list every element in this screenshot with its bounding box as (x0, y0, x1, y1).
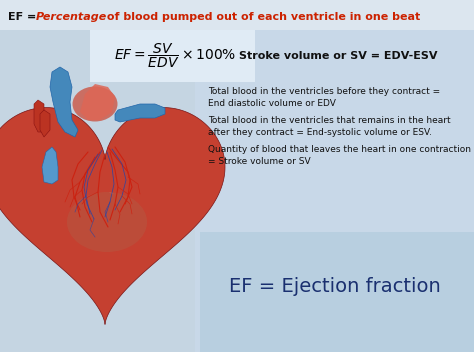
Text: End diastolic volume or EDV: End diastolic volume or EDV (208, 99, 336, 108)
Polygon shape (115, 104, 165, 122)
Polygon shape (42, 147, 58, 184)
Polygon shape (80, 84, 115, 120)
Bar (195, 0, 474, 352)
Polygon shape (40, 110, 50, 137)
Text: of blood pumped out of each ventricle in one beat: of blood pumped out of each ventricle in… (103, 12, 420, 22)
Text: $EF = \dfrac{SV}{EDV} \times 100\%$: $EF = \dfrac{SV}{EDV} \times 100\%$ (114, 42, 236, 70)
Text: Quantity of blood that leaves the heart in one contraction: Quantity of blood that leaves the heart … (208, 145, 471, 154)
Text: Total blood in the ventricles before they contract =: Total blood in the ventricles before the… (208, 87, 440, 96)
Ellipse shape (67, 192, 147, 252)
Text: Total blood in the ventricles that remains in the heart: Total blood in the ventricles that remai… (208, 116, 451, 125)
Text: Stroke volume or SV = EDV-ESV: Stroke volume or SV = EDV-ESV (239, 51, 437, 61)
Text: EF =: EF = (8, 12, 40, 22)
Ellipse shape (73, 87, 118, 121)
Polygon shape (109, 192, 113, 194)
Polygon shape (50, 67, 78, 137)
Text: = Stroke volume or SV: = Stroke volume or SV (208, 157, 310, 166)
Bar (200, 232, 474, 352)
Polygon shape (0, 108, 225, 325)
Polygon shape (34, 100, 44, 132)
Text: EF = Ejection fraction: EF = Ejection fraction (229, 277, 441, 296)
Bar (0, 0, 474, 30)
Text: Percentage: Percentage (36, 12, 107, 22)
Text: after they contract = End-systolic volume or ESV.: after they contract = End-systolic volum… (208, 128, 432, 137)
Bar (90, 30, 255, 82)
